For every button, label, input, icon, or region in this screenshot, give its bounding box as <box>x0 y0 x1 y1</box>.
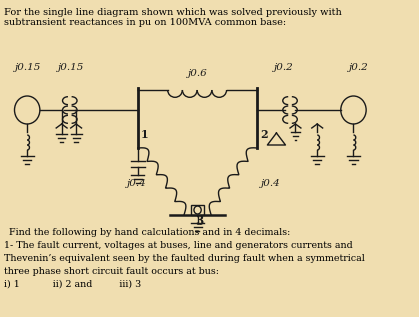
Text: 1: 1 <box>140 129 148 140</box>
Text: Thevenin’s equivalent seen by the faulted during fault when a symmetrical: Thevenin’s equivalent seen by the faulte… <box>4 254 365 263</box>
Text: j0.4: j0.4 <box>261 179 281 188</box>
Text: 3: 3 <box>195 215 203 228</box>
Bar <box>191 205 204 215</box>
Text: j0.4: j0.4 <box>127 179 147 188</box>
Text: j0.2: j0.2 <box>274 63 293 72</box>
Text: j0.2: j0.2 <box>349 63 369 72</box>
Text: 2: 2 <box>260 129 268 140</box>
Text: For the single line diagram shown which was solved previously with: For the single line diagram shown which … <box>4 8 341 17</box>
Text: i) 1           ii) 2 and         iii) 3: i) 1 ii) 2 and iii) 3 <box>4 280 141 289</box>
Text: subtransient reactances in pu on 100MVA common base:: subtransient reactances in pu on 100MVA … <box>4 18 286 27</box>
Text: j0.6: j0.6 <box>188 69 207 78</box>
Text: j0.15: j0.15 <box>58 63 84 72</box>
Text: 1- The fault current, voltages at buses, line and generators currents and: 1- The fault current, voltages at buses,… <box>4 241 352 250</box>
Text: Find the following by hand calculations and in 4 decimals:: Find the following by hand calculations … <box>6 228 291 237</box>
Text: j0.15: j0.15 <box>15 63 41 72</box>
Text: three phase short circuit fault occurs at bus:: three phase short circuit fault occurs a… <box>4 267 219 276</box>
